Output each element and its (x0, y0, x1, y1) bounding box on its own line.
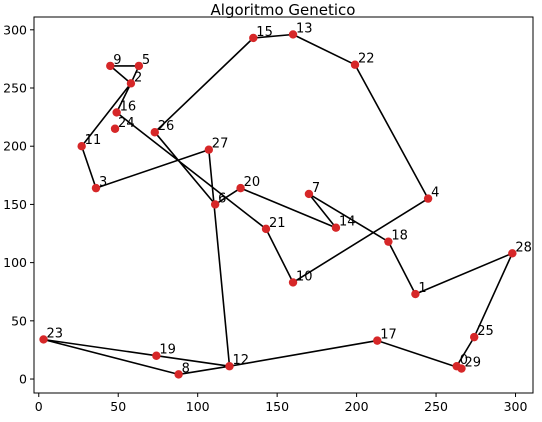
data-point-12 (225, 362, 234, 371)
y-tick-label: 300 (3, 22, 27, 37)
data-point-16 (112, 108, 121, 117)
point-label-21: 21 (269, 216, 286, 231)
point-label-27: 27 (212, 137, 229, 152)
data-points-group (39, 30, 517, 379)
data-point-25 (470, 332, 479, 342)
data-point-29 (457, 364, 466, 373)
point-label-3: 3 (99, 175, 107, 190)
x-tick-label: 200 (345, 399, 369, 414)
point-label-20: 20 (244, 175, 261, 190)
data-point-15 (249, 33, 258, 43)
point-label-29: 29 (464, 356, 481, 371)
data-point-24 (110, 124, 120, 133)
data-point-1 (411, 289, 420, 299)
data-point-10 (288, 278, 298, 287)
point-label-8: 8 (182, 361, 190, 376)
y-axis: 0 50 100 150 200 250 300 (3, 22, 34, 387)
y-tick-label: 50 (11, 313, 27, 328)
point-label-0: 0 (460, 353, 468, 368)
y-tick-label: 250 (3, 81, 27, 96)
y-tick-label: 100 (3, 255, 27, 270)
point-label-12: 12 (232, 353, 249, 368)
point-label-15: 15 (256, 25, 273, 40)
point-label-7: 7 (312, 181, 320, 196)
point-label-19: 19 (159, 343, 176, 358)
x-tick-label: 300 (504, 399, 528, 414)
point-label-11: 11 (85, 133, 102, 148)
data-point-26 (150, 128, 159, 137)
x-tick-label: 250 (424, 399, 448, 414)
point-label-4: 4 (431, 186, 439, 201)
chart-title: Algoritmo Genetico (211, 1, 356, 19)
point-label-13: 13 (296, 21, 313, 36)
x-tick-label: 100 (186, 399, 210, 414)
data-point-19 (152, 351, 161, 360)
point-label-10: 10 (296, 269, 313, 284)
plot-frame (33, 16, 534, 394)
point-label-23: 23 (47, 326, 64, 341)
point-label-28: 28 (515, 240, 532, 255)
data-point-20 (236, 183, 245, 193)
point-label-6: 6 (218, 191, 226, 206)
data-point-23 (39, 335, 48, 344)
route-line (42, 33, 514, 376)
point-labels-group: 0123456789101112131415161718192021222324… (47, 21, 532, 376)
point-label-25: 25 (477, 324, 494, 339)
data-point-22 (350, 60, 360, 69)
data-point-6 (210, 200, 220, 209)
point-label-9: 9 (113, 53, 121, 68)
data-point-13 (288, 30, 298, 39)
point-label-14: 14 (339, 215, 356, 230)
data-point-2 (126, 79, 136, 88)
data-point-17 (373, 336, 382, 345)
x-tick-label: 50 (110, 399, 126, 414)
point-label-22: 22 (358, 52, 375, 67)
x-axis: 0 50 100 150 200 250 300 (35, 393, 528, 414)
data-point-7 (304, 189, 314, 199)
point-label-18: 18 (391, 229, 408, 244)
y-tick-label: 200 (3, 139, 27, 154)
data-point-28 (508, 249, 517, 258)
x-tick-label: 150 (265, 399, 289, 414)
route-path-group (42, 33, 514, 376)
data-point-11 (77, 142, 86, 151)
data-point-9 (106, 61, 115, 71)
y-tick-label: 150 (3, 197, 27, 212)
point-label-2: 2 (134, 70, 142, 85)
point-label-1: 1 (418, 281, 426, 296)
point-label-17: 17 (380, 328, 397, 343)
point-label-5: 5 (142, 53, 150, 68)
data-point-8 (174, 370, 183, 379)
data-point-14 (331, 223, 341, 232)
data-point-4 (423, 194, 433, 203)
point-label-24: 24 (118, 116, 135, 131)
y-tick-label: 0 (19, 372, 27, 387)
data-point-27 (204, 145, 214, 154)
data-point-21 (261, 224, 271, 234)
data-point-3 (91, 183, 101, 193)
data-point-18 (384, 237, 393, 246)
point-label-16: 16 (120, 99, 137, 114)
x-tick-label: 0 (35, 399, 43, 414)
data-point-5 (134, 61, 144, 71)
point-label-26: 26 (158, 119, 175, 134)
